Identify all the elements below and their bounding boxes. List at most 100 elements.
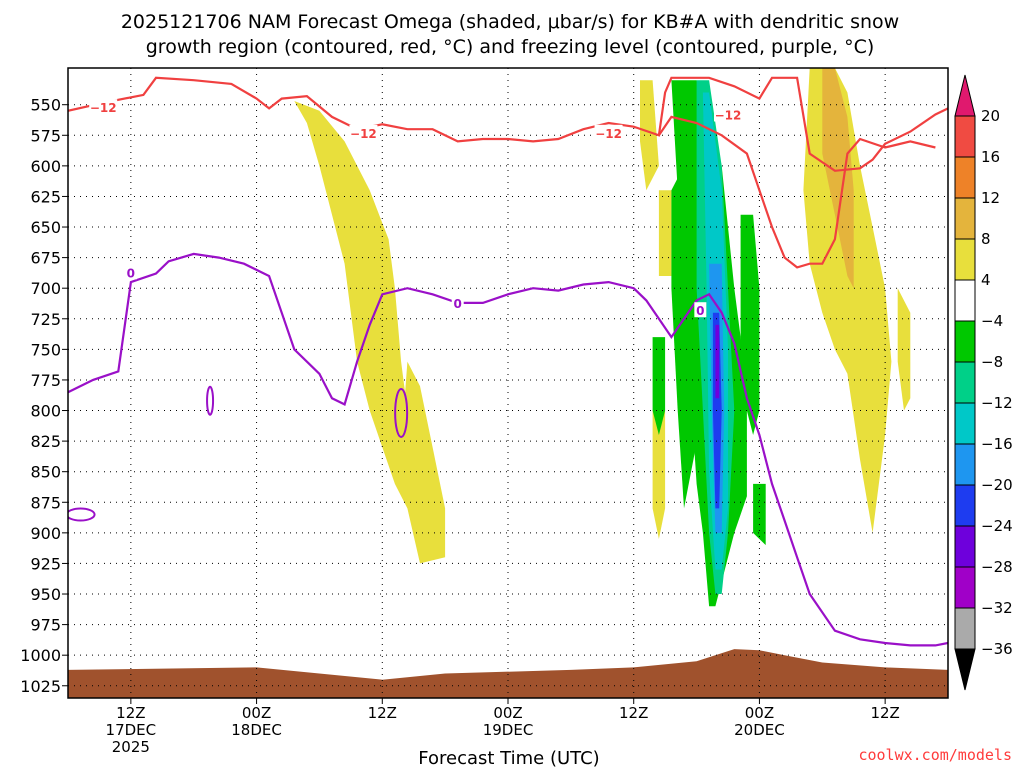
x-tick-label: 12Z [368,704,397,722]
omega-region-7 [822,68,854,289]
omega-region-17 [715,324,720,399]
y-tick-label: 625 [30,187,61,206]
freezing-label-bg-2 [694,302,707,318]
colorbar-swatch [954,484,976,527]
colorbar-label: −24 [981,517,1013,535]
y-tick-label: 775 [30,371,61,390]
contours: −12 −12 −12 −12 0 0 0 [68,76,948,647]
omega-region-2 [652,410,666,539]
dgz-contour-label: −12 [90,101,117,115]
omega-region-16 [712,312,722,509]
y-tick-label: 1025 [20,677,61,696]
omega-shading [294,68,911,607]
colorbar-swatch [954,115,976,158]
colorbar-label: −8 [981,353,1003,371]
colorbar-label: 8 [981,230,991,248]
colorbar-label: −32 [981,599,1013,617]
colorbar-label: 4 [981,271,991,289]
y-tick-label: 750 [30,340,61,359]
colorbar-swatch [954,279,976,322]
freezing-ring-2 [394,387,409,438]
colorbar-swatch [954,607,976,650]
y-tick-label: 850 [30,463,61,482]
omega-region-4 [658,190,672,276]
y-tick-label: 1000 [20,646,61,665]
omega-region-12 [753,483,766,546]
omega-region-6 [897,288,911,411]
colorbar-swatch [954,402,976,445]
colorbar-label: −28 [981,558,1013,576]
x-tick-label: 17DEC [106,721,157,739]
dgz-contour-upper [68,76,948,172]
omega-region-8 [652,337,666,435]
freezing-label-bg-0 [124,264,137,280]
chart-title-line-2: growth region (contoured, red, °C) and f… [146,36,875,58]
freezing-contour-label: 0 [696,304,704,318]
colorbar-swatch [954,320,976,363]
x-tick-label: 18DEC [231,721,282,739]
y-tick-label: 575 [30,126,61,145]
dgz-label-bg-0 [89,99,118,115]
colorbar-swatch [954,525,976,568]
colorbar-label: −12 [981,394,1013,412]
colorbar-swatch [954,566,976,609]
y-tick-label: 725 [30,310,61,329]
colorbar-label: 20 [981,107,1000,125]
credit-text: coolwx.com/models [858,746,1012,764]
omega-region-3 [640,80,659,191]
omega-region-11 [740,214,760,435]
omega-region-0 [294,101,414,509]
y-tick-label: 800 [30,402,61,421]
x-tick-label: 19DEC [483,721,534,739]
omega-region-5 [803,68,892,533]
y-tick-label: 650 [30,218,61,237]
dgz-contour-lower [657,115,936,269]
y-tick-label: 875 [30,493,61,512]
freezing-ring-3 [68,507,96,522]
colorbar-swatch [954,238,976,281]
y-tick-label: 925 [30,554,61,573]
y-tick-label: 675 [30,249,61,268]
colorbar-label: −4 [981,312,1003,330]
y-tick-label: 700 [30,279,61,298]
colorbar-label: 12 [981,189,1000,207]
y-tick-label: 975 [30,616,61,635]
x-tick-label: 20DEC [734,721,785,739]
y-tick-label: 600 [30,157,61,176]
dgz-contour-label: −12 [715,108,742,122]
omega-region-1 [401,361,446,564]
colorbar-label: 16 [981,148,1000,166]
dgz-label-bg-1 [349,124,378,140]
freezing-level-contour [68,252,948,647]
colorbar-label: −36 [981,640,1013,658]
freezing-contour-label: 0 [454,297,462,311]
plot-area: −12 −12 −12 −12 0 0 0 [68,68,948,698]
y-tick-label: 825 [30,432,61,451]
dgz-label-bg-3 [714,106,742,122]
dgz-contour-label: −12 [595,127,622,141]
y-tick-label: 550 [30,96,61,115]
freezing-contour-label: 0 [127,266,135,280]
colorbar-swatch [954,443,976,486]
colorbar-label: −16 [981,435,1013,453]
x-tick-label: 2025 [112,738,150,756]
freezing-label-bg-1 [451,294,464,310]
dgz-label-bg-2 [594,124,623,140]
colorbar-swatch [954,361,976,404]
colorbar-swatch-bottom-arrow [954,648,976,691]
x-tick-label: 12Z [619,704,648,722]
x-tick-label: 12Z [870,704,899,722]
dgz-contour-label: −12 [350,127,377,141]
colorbar-label: −20 [981,476,1013,494]
x-tick-label: 00Z [493,704,522,722]
colorbar: 20 16 12 8 4 −4 −8 −12 −16 −20 −24 −28 −32 −36 [954,74,1013,691]
y-axis: 550 575 600 625 650 675 700 725 750 775 800 825 850 8… [20,96,68,696]
y-tick-label: 900 [30,524,61,543]
freezing-ring-1 [206,385,215,416]
x-tick-label: 00Z [745,704,774,722]
x-axis-title: Forecast Time (UTC) [418,748,599,768]
colorbar-swatch [954,156,976,199]
x-tick-label: 00Z [242,704,271,722]
